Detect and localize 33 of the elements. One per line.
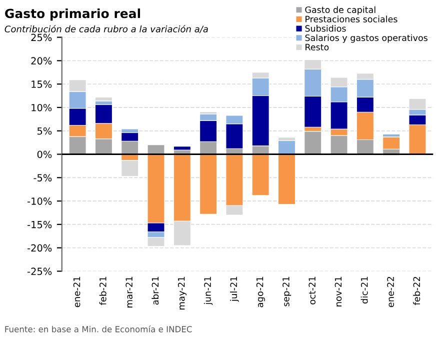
y-tick-label: -25% bbox=[28, 268, 52, 276]
legend-label: Subsidios bbox=[305, 24, 346, 32]
x-tick-label: nov-21 bbox=[334, 276, 342, 306]
x-tick-label: oct-21 bbox=[308, 276, 316, 304]
x-tick-label: may-21 bbox=[178, 276, 187, 310]
x-tick-label: ago-21 bbox=[256, 276, 265, 308]
y-tick-label: 25% bbox=[31, 34, 52, 42]
y-tick-label: 0% bbox=[37, 150, 52, 158]
x-tick-label: jul-21 bbox=[230, 276, 239, 302]
legend-label: Resto bbox=[306, 44, 329, 50]
source-note: Fuente: en base a Min. de Economía e INDEC bbox=[5, 326, 192, 332]
y-tick-label: -15% bbox=[28, 220, 52, 228]
x-tick-label: feb-22 bbox=[413, 276, 420, 306]
legend-label: Gasto de capital bbox=[305, 6, 376, 15]
x-tick-label: abr-21 bbox=[152, 276, 159, 305]
legend-label: Salarios y gastos operativos bbox=[305, 34, 428, 43]
x-tick-label: ene-22 bbox=[387, 276, 394, 308]
y-tick-label: -5% bbox=[34, 174, 52, 182]
x-tick-label: ene-21 bbox=[73, 276, 80, 308]
y-tick-label: -10% bbox=[28, 198, 52, 205]
x-tick-label: mar-21 bbox=[126, 276, 132, 308]
chart-title: Gasto primario real bbox=[5, 8, 140, 21]
y-tick-label: 10% bbox=[32, 104, 52, 112]
legend-label: Prestaciones sociales bbox=[306, 16, 398, 22]
x-tick-label: dic-21 bbox=[360, 276, 368, 304]
x-tick-label: feb-21 bbox=[99, 276, 106, 306]
y-tick-label: 5% bbox=[37, 127, 52, 135]
x-tick-label: sep-21 bbox=[282, 276, 292, 306]
y-tick-label: 20% bbox=[31, 57, 52, 65]
y-tick-label: 15% bbox=[32, 80, 52, 88]
x-tick-label: jun-21 bbox=[204, 276, 213, 305]
y-tick-label: -20% bbox=[28, 244, 52, 252]
chart-subtitle: Contribución de cada rubro a la variación a/a bbox=[4, 25, 208, 34]
